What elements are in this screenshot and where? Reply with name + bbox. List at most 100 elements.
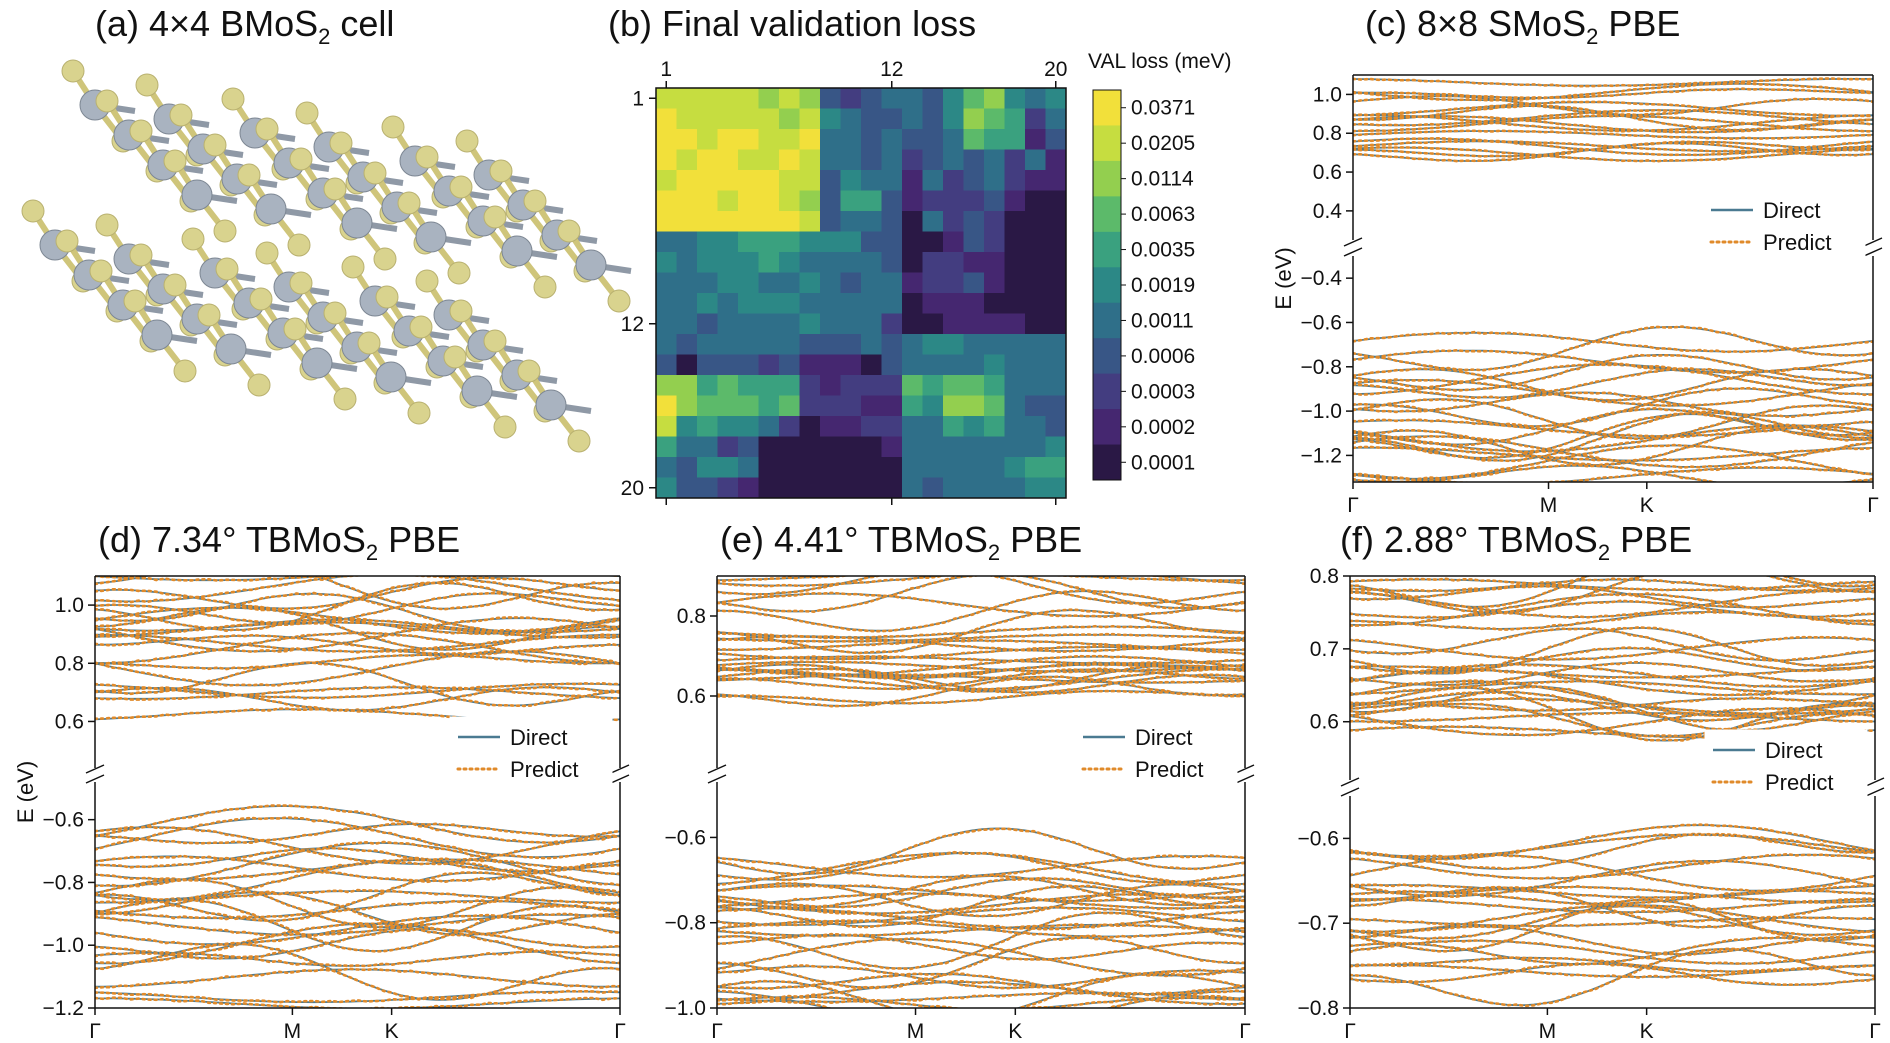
band-lines — [717, 827, 1245, 1008]
heatmap-cell — [984, 252, 1005, 273]
y-tick-label: −0.6 — [665, 826, 706, 849]
predict-band — [1353, 77, 1873, 88]
predict-band — [1353, 81, 1873, 102]
heatmap-cell — [984, 436, 1005, 458]
predict-band — [1350, 939, 1875, 966]
sulfur-atom — [197, 303, 221, 327]
heatmap-cell — [902, 129, 923, 150]
heatmap-cell — [738, 190, 759, 212]
heatmap-cell — [840, 231, 862, 253]
heatmap-cell — [1004, 149, 1026, 171]
heatmap-cell — [902, 149, 923, 171]
predict-band — [1353, 362, 1873, 397]
heatmap-cell — [697, 416, 718, 437]
sulfur-atom — [61, 59, 85, 83]
axis-break-gap — [611, 768, 629, 782]
heatmap-cell — [881, 293, 903, 314]
heatmap-cell — [840, 334, 862, 355]
predict-band — [1350, 903, 1875, 934]
heatmap-cell — [861, 190, 882, 212]
legend-box — [1702, 189, 1866, 259]
heatmap-cell — [799, 129, 821, 150]
molybdenum-atom — [341, 207, 373, 239]
heatmap-cell — [779, 252, 800, 273]
heatmap-cell — [1025, 149, 1046, 171]
legend-predict-label: Predict — [1763, 230, 1831, 255]
y-tick-label: 0.6 — [677, 685, 706, 708]
sulfur-atom — [323, 301, 347, 325]
heatmap-cell — [779, 416, 800, 437]
x-tick-label: M — [284, 1020, 302, 1043]
heatmap-cell — [758, 293, 780, 314]
predict-band — [1353, 100, 1873, 118]
legend-predict-label: Predict — [1135, 757, 1203, 782]
heatmap-cell — [1045, 149, 1067, 171]
molybdenum-atom — [415, 221, 447, 253]
heatmap-cell — [1045, 293, 1067, 314]
heatmap-cell — [799, 211, 821, 232]
legend-direct-label: Direct — [1765, 738, 1822, 763]
heatmap-cell — [984, 375, 1005, 396]
predict-band — [717, 922, 1245, 938]
heatmap-cell — [717, 395, 739, 417]
sulfur-atom — [375, 285, 399, 309]
heatmap-cell — [922, 88, 944, 109]
heatmap-cell — [697, 108, 718, 130]
heatmap-cell — [963, 416, 985, 437]
heatmap-cell — [881, 375, 903, 396]
heatmap-cell — [922, 170, 944, 191]
heatmap-cell — [758, 88, 780, 109]
heatmap-cell — [922, 313, 944, 335]
sulfur-atom — [373, 247, 397, 271]
y-tick-label: −1.0 — [665, 997, 706, 1020]
heatmap-cell — [820, 375, 841, 396]
colorbar-tick-label: 0.0114 — [1131, 168, 1194, 191]
heatmap-cell — [1025, 334, 1046, 355]
heatmap-cell — [779, 170, 800, 191]
heatmap-cell — [779, 293, 800, 314]
predict-band — [95, 888, 620, 906]
heatmap-cell — [656, 457, 677, 478]
sulfur-atom — [443, 345, 467, 369]
direct-band — [1353, 331, 1873, 353]
heatmap-cell — [984, 354, 1005, 376]
heatmap-cell — [697, 477, 718, 499]
predict-band — [95, 949, 620, 968]
predict-band — [1350, 685, 1875, 733]
heatmap-cell — [984, 149, 1005, 171]
predict-band — [717, 576, 1245, 614]
heatmap-cell — [779, 436, 800, 458]
heatmap-cell — [656, 170, 677, 191]
sulfur-atom — [287, 233, 311, 257]
heatmap-cell — [697, 211, 718, 232]
y-tick-label: 0.8 — [677, 605, 706, 628]
axis-break-mark — [1340, 787, 1360, 797]
heatmap-cell — [881, 231, 903, 253]
axis-break-mark — [610, 774, 630, 784]
predict-band — [1353, 366, 1873, 402]
predict-band — [1350, 963, 1875, 979]
heatmap-cell — [840, 416, 862, 437]
heatmap-cell — [984, 129, 1005, 150]
heatmap-cell — [1045, 190, 1067, 212]
heatmap-cell — [943, 354, 964, 376]
heatmap-cell — [881, 354, 903, 376]
heatmap-cell — [656, 149, 677, 171]
y-tick-label: −0.7 — [1298, 912, 1339, 935]
heatmap-cell — [697, 334, 718, 355]
predict-band — [717, 654, 1245, 665]
heatmap-cell — [779, 375, 800, 396]
y-tick-label: −0.8 — [1298, 997, 1339, 1020]
predict-band — [95, 942, 620, 1001]
heatmap-cell — [963, 395, 985, 417]
predict-band — [1353, 353, 1873, 393]
sulfur-atom — [333, 387, 357, 411]
heatmap-cell — [861, 293, 882, 314]
heatmap-cell — [1004, 416, 1026, 437]
predict-band — [1353, 463, 1873, 482]
heatmap-cell — [799, 108, 821, 130]
heatmap-cell — [1004, 334, 1026, 355]
heatmap-cell — [902, 457, 923, 478]
axis-break-mark — [1343, 247, 1363, 257]
predict-band — [95, 871, 620, 923]
